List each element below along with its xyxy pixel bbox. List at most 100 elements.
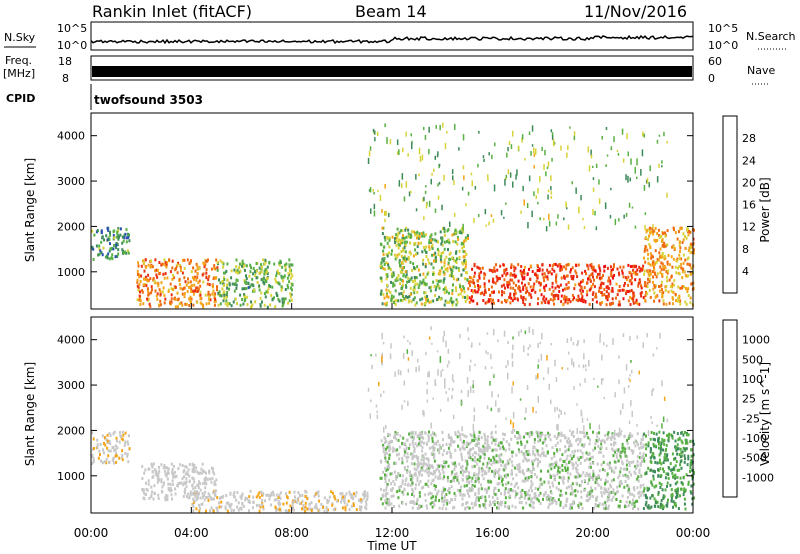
velocity-cell (421, 449, 424, 453)
velocity-cell (151, 470, 154, 473)
power-cell (443, 261, 446, 265)
velocity-cell (533, 459, 536, 463)
velocity-cell (401, 501, 404, 505)
velocity-cell (543, 439, 546, 443)
velocity-cell (589, 438, 591, 442)
velocity-cell (480, 467, 483, 471)
velocity-cell (184, 465, 187, 469)
power-cell (207, 278, 210, 282)
velocity-cell (665, 472, 668, 476)
velocity-cell (388, 463, 391, 467)
velocity-cell (551, 446, 554, 450)
velocity-cell (465, 435, 468, 439)
velocity-cell (661, 438, 664, 442)
velocity-cell (160, 480, 163, 484)
velocity-cell (229, 505, 232, 509)
velocity-cell (478, 459, 481, 463)
power-cell (486, 300, 489, 304)
velocity-cell (518, 496, 521, 500)
velocity-cell (185, 481, 188, 485)
velocity-cell (633, 488, 636, 492)
beam-title: Beam 14 (355, 2, 427, 21)
power-cell (634, 301, 637, 305)
power-cell (384, 267, 387, 271)
power-cell (462, 255, 465, 259)
velocity-cell (183, 489, 186, 493)
velocity-cell (606, 472, 609, 476)
velocity-cell (496, 497, 499, 501)
velocity-cell (404, 479, 407, 483)
velocity-cell (649, 447, 652, 450)
power-cell (405, 273, 408, 277)
velocity-cell (670, 488, 673, 492)
power-cell (652, 255, 654, 259)
velocity-cell (384, 476, 387, 480)
velocity-region (191, 489, 369, 513)
power-cell (142, 277, 145, 281)
velocity-cell (630, 502, 633, 506)
velocity-cell (429, 472, 432, 475)
power-cell (393, 301, 395, 305)
power-cell (401, 237, 404, 241)
velocity-cell (679, 460, 682, 464)
velocity-cell (547, 480, 550, 484)
velocity-cell (348, 490, 351, 494)
velocity-cell (468, 481, 470, 485)
velocity-cell (310, 509, 313, 512)
power-cell (212, 289, 215, 293)
velocity-cell (445, 507, 448, 511)
velocity-cell (612, 448, 615, 452)
velocity-cell (535, 375, 537, 381)
power-cell (157, 284, 160, 288)
power-cell (659, 255, 662, 259)
power-cell (169, 282, 172, 286)
velocity-cell (300, 501, 303, 505)
velocity-cell (556, 448, 559, 452)
power-cell (640, 169, 642, 176)
velocity-cell (265, 493, 268, 497)
power-cell (264, 260, 267, 264)
velocity-cell (420, 473, 423, 477)
velocity-cell (409, 473, 412, 477)
power-cell (658, 235, 661, 239)
power-cell (187, 281, 190, 285)
velocity-cell (441, 496, 444, 500)
velocity-cell (116, 439, 118, 443)
velocity-cell (675, 496, 678, 500)
velocity-cell (469, 386, 472, 393)
velocity-cell (572, 463, 575, 467)
power-cell (536, 274, 539, 278)
velocity-cell (433, 484, 436, 488)
velocity-cell (350, 496, 353, 500)
velocity-cell (644, 503, 647, 507)
power-cell (609, 303, 612, 307)
velocity-cell (385, 491, 388, 495)
power-cell (490, 285, 493, 289)
power-cell (194, 289, 196, 293)
velocity-cell (428, 336, 431, 340)
velocity-cell (477, 477, 480, 481)
power-cell (633, 294, 636, 298)
velocity-cell (262, 505, 265, 509)
velocity-cell (550, 475, 552, 479)
power-cell (286, 283, 289, 287)
velocity-cell (484, 366, 487, 370)
power-cell (571, 266, 574, 270)
velocity-cell (178, 481, 181, 485)
velocity-cell (507, 360, 509, 366)
power-cell (411, 140, 413, 144)
velocity-cell (412, 500, 415, 503)
power-cell (275, 274, 278, 278)
velocity-cell (617, 459, 620, 463)
power-cell (234, 281, 237, 285)
velocity-cell (593, 474, 596, 478)
power-cell (228, 302, 231, 306)
power-cell (560, 145, 562, 151)
power-cell (248, 274, 251, 278)
power-cell (210, 267, 213, 271)
power-cell (617, 303, 620, 307)
power-cell (416, 265, 419, 269)
power-cell (598, 272, 601, 276)
velocity-cell (236, 491, 239, 495)
power-cell (648, 228, 651, 232)
